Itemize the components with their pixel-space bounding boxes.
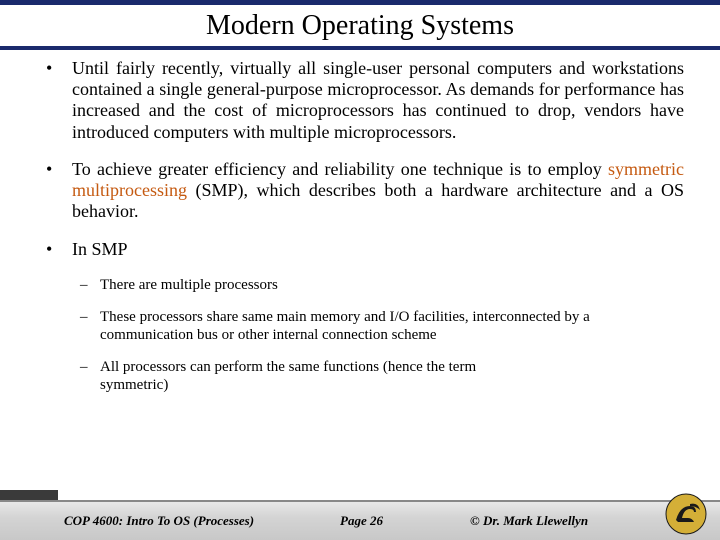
sub-bullet-item: These processors share same main memory … bbox=[44, 308, 604, 344]
title-underline bbox=[0, 46, 720, 50]
bullet-item: Until fairly recently, virtually all sin… bbox=[44, 58, 684, 143]
top-rule bbox=[0, 0, 720, 5]
slide: Modern Operating Systems Until fairly re… bbox=[0, 0, 720, 540]
bullet-text: These processors share same main memory … bbox=[100, 309, 590, 343]
bullet-text: There are multiple processors bbox=[100, 277, 278, 293]
sub-bullet-item: All processors can perform the same func… bbox=[44, 358, 484, 394]
content-area: Until fairly recently, virtually all sin… bbox=[44, 58, 684, 408]
bullet-text: In SMP bbox=[72, 239, 128, 259]
footer-course: COP 4600: Intro To OS (Processes) bbox=[64, 513, 254, 529]
footer-page-prefix: Page bbox=[340, 513, 370, 528]
sub-bullet-item: There are multiple processors bbox=[44, 276, 684, 294]
bullet-text: All processors can perform the same func… bbox=[100, 359, 476, 393]
bullet-item: To achieve greater efficiency and reliab… bbox=[44, 159, 684, 223]
ucf-pegasus-logo-icon bbox=[664, 492, 708, 536]
footer-bar: COP 4600: Intro To OS (Processes) Page 2… bbox=[0, 500, 720, 540]
footer-page-number: 26 bbox=[370, 513, 383, 528]
bullet-item: In SMP bbox=[44, 239, 684, 260]
footer-copyright: © Dr. Mark Llewellyn bbox=[470, 513, 588, 529]
footer-page: Page 26 bbox=[340, 513, 383, 529]
bullet-text-pre: To achieve greater efficiency and reliab… bbox=[72, 159, 608, 179]
bullet-text: Until fairly recently, virtually all sin… bbox=[72, 58, 684, 142]
page-title: Modern Operating Systems bbox=[0, 10, 720, 42]
